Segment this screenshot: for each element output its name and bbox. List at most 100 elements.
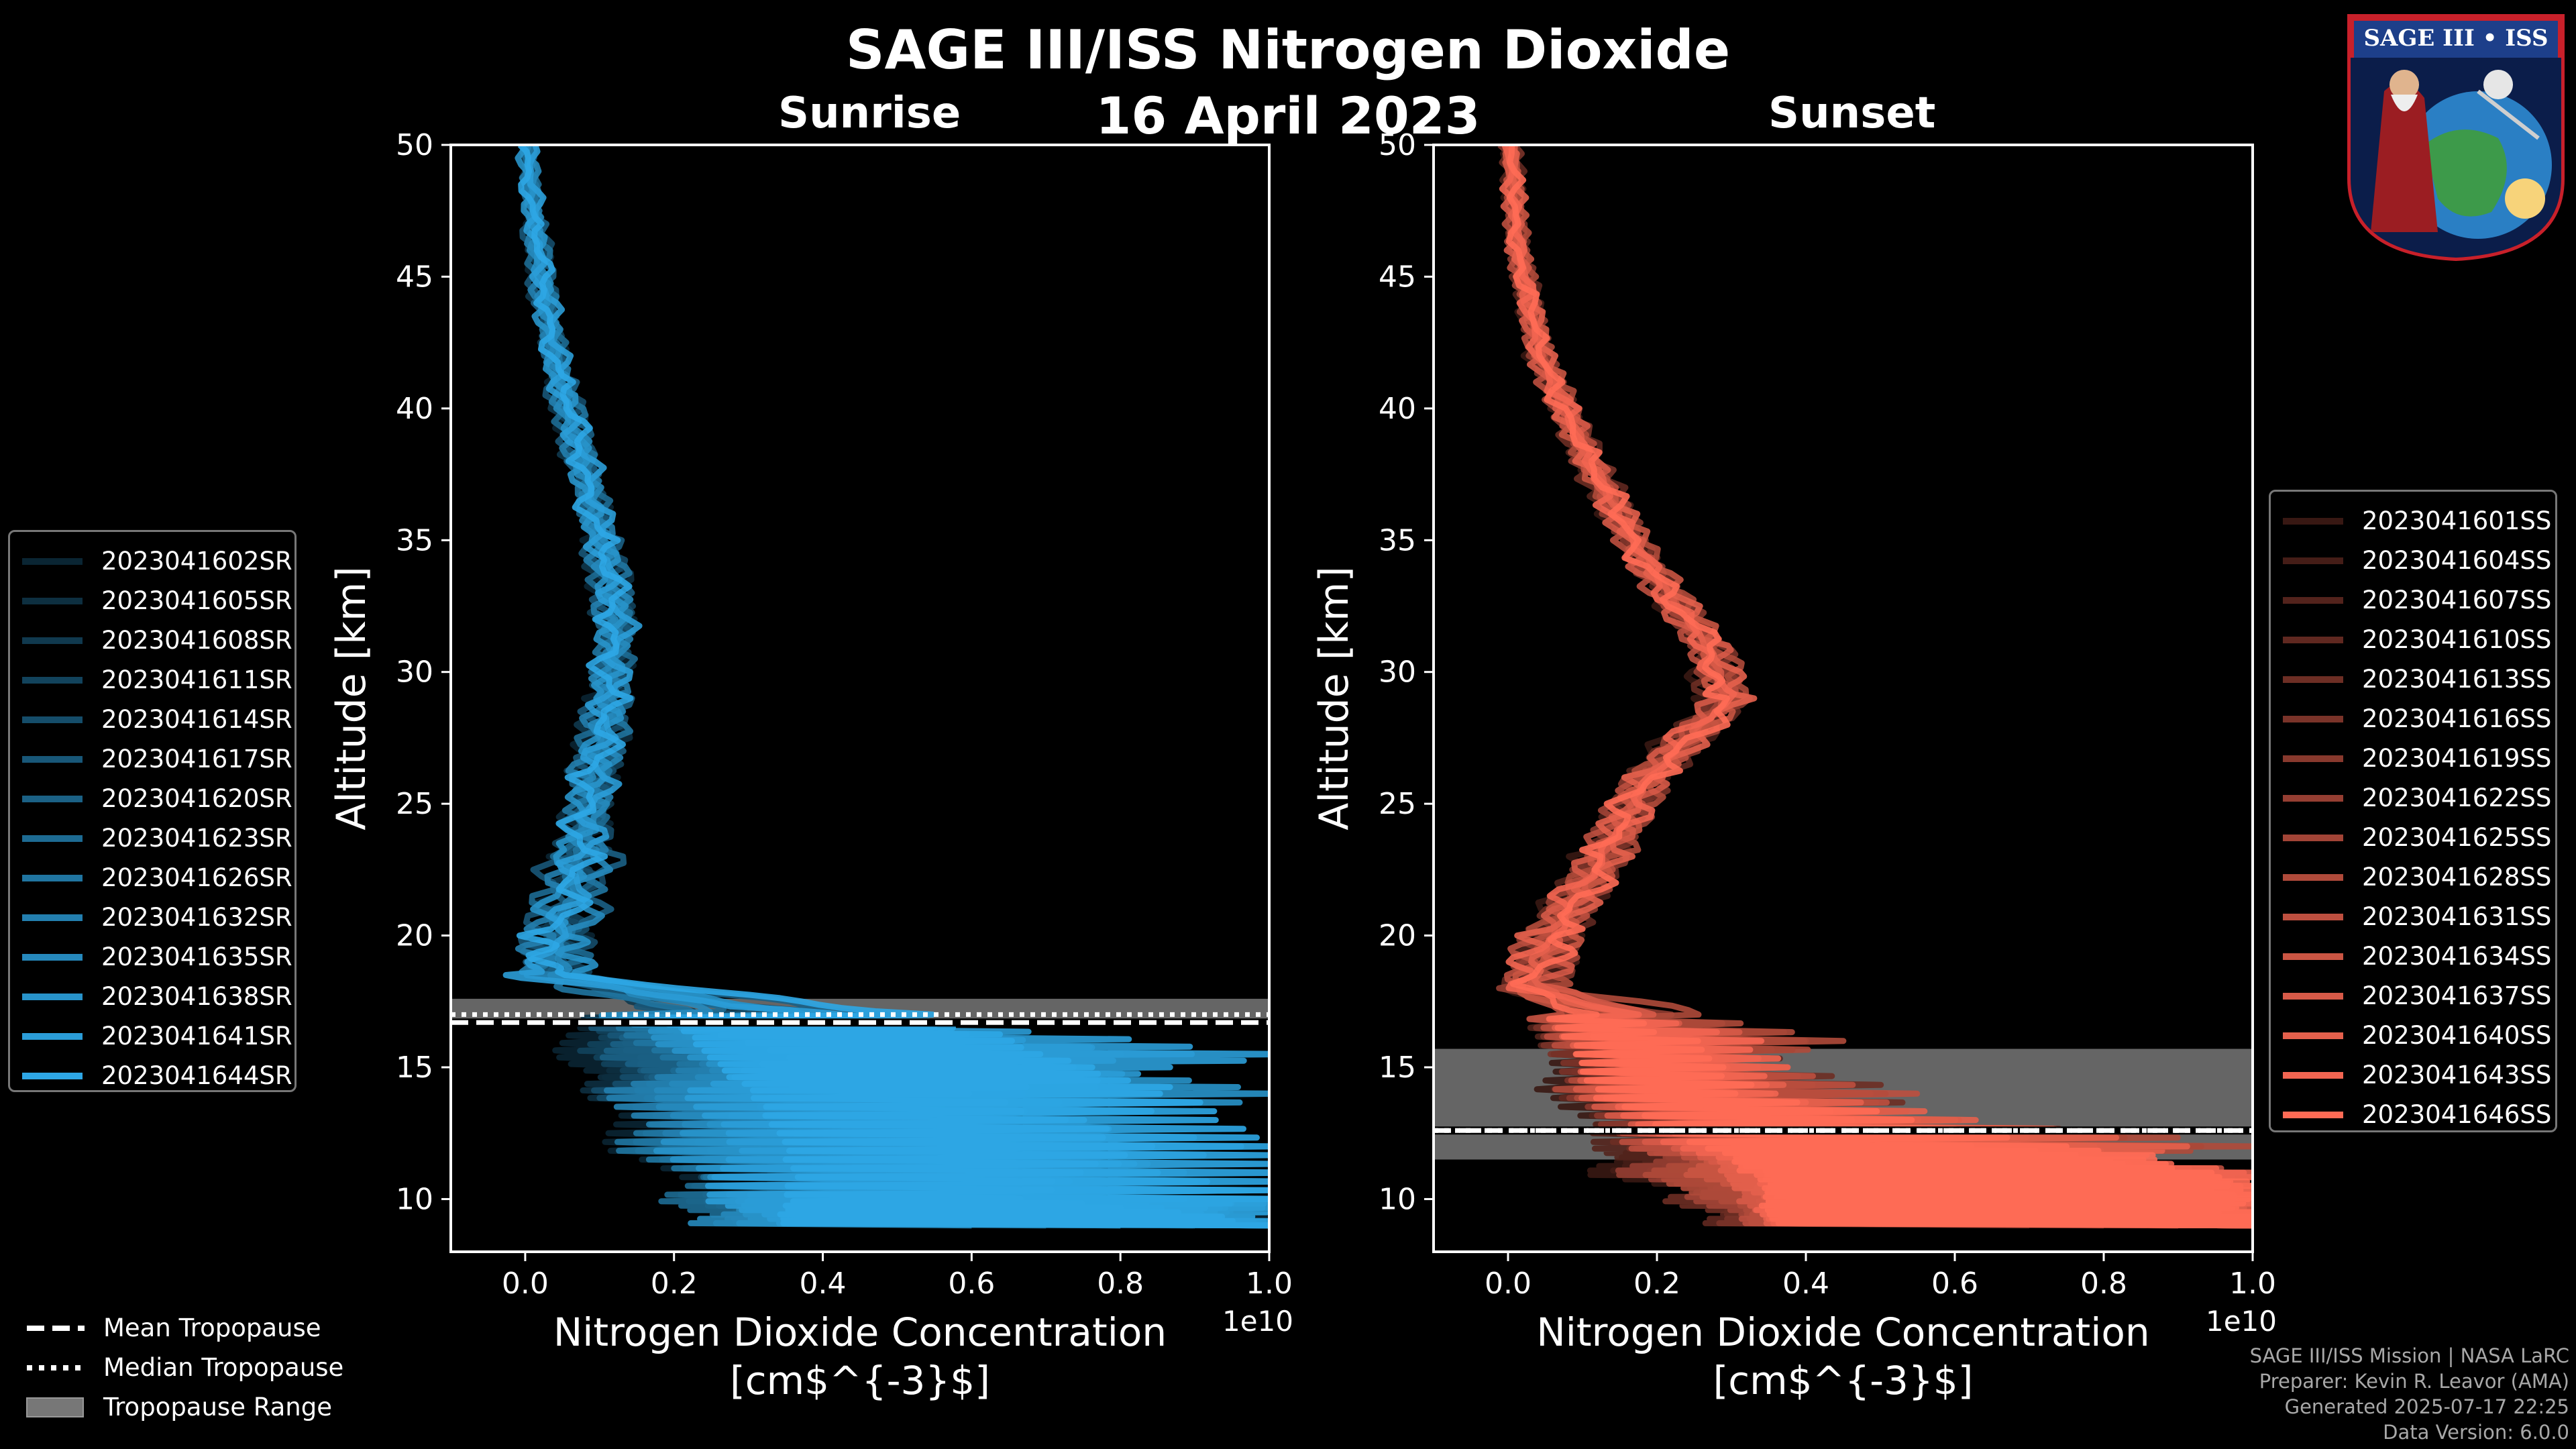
legend-item: 2023041646SS	[2271, 1095, 2551, 1134]
y-tick-label: 50	[1379, 128, 1416, 162]
legend-item: 2023041602SR	[10, 541, 292, 581]
legend-swatch	[2283, 517, 2343, 525]
legend-item: 2023041610SS	[2271, 620, 2551, 659]
legend-swatch	[2283, 676, 2343, 683]
profile-line-2023041646SS	[1505, 145, 2253, 1229]
legend-swatch	[2283, 1111, 2343, 1118]
legend-swatch	[2283, 715, 2343, 722]
y-tick-label: 30	[1379, 655, 1416, 690]
legend-label: 2023041634SS	[2362, 942, 2552, 971]
legend-label: 2023041635SR	[101, 943, 292, 971]
y-tick-label: 35	[396, 523, 433, 557]
legend-item: 2023041634SS	[2271, 936, 2551, 976]
y-tick-label: 10	[396, 1182, 433, 1216]
legend-label: 2023041604SS	[2362, 546, 2552, 575]
legend-swatch	[2283, 636, 2343, 643]
legend-item: 2023041622SS	[2271, 778, 2551, 818]
legend-swatch	[2283, 913, 2343, 920]
legend-swatch	[22, 755, 83, 763]
legend-item: 2023041626SR	[10, 858, 292, 898]
x-tick-label: 1.0	[1246, 1267, 1293, 1301]
x-tick-label: 0.6	[1931, 1267, 1978, 1301]
legend-item: 2023041601SS	[2271, 501, 2551, 541]
tropopause-legend: Mean Tropopause Median Tropopause Tropopau…	[20, 1308, 396, 1429]
y-tick-label: 40	[396, 392, 433, 426]
legend-item: 2023041611SR	[10, 660, 292, 700]
legend-item: 2023041619SS	[2271, 739, 2551, 778]
tropopause-legend-swatch	[26, 1397, 84, 1417]
legend-label: 2023041631SS	[2362, 902, 2552, 931]
sunrise-panel-title: Sunrise	[778, 89, 961, 138]
figure-title: SAGE III/ISS Nitrogen Dioxide	[845, 19, 1731, 81]
legend-swatch	[22, 597, 83, 604]
sunset-plot: 0.0 0.2 0.4 0.6 0.8 1.0 10 15 20 25 30 35 40 45 50 1e10…	[1311, 128, 2277, 1403]
legend-label: 2023041619SS	[2362, 744, 2552, 773]
legend-label: 2023041602SR	[101, 547, 292, 576]
footer-credits: SAGE III/ISS Mission | NASA LaRC Prepare…	[2250, 1343, 2569, 1445]
x-axis-unit: [cm$^{-3}$]	[730, 1358, 990, 1403]
legend-label: 2023041614SR	[101, 705, 292, 734]
y-tick-label: 25	[1379, 787, 1416, 821]
plot-frame	[449, 144, 1271, 1253]
y-tick-label: 30	[396, 655, 433, 690]
tropopause-legend-swatch	[27, 1364, 85, 1371]
legend-item: 2023041607SS	[2271, 580, 2551, 620]
legend-label: 2023041641SR	[101, 1022, 292, 1051]
legend-label: 2023041605SR	[101, 586, 292, 615]
x-tick-label: 0.0	[502, 1267, 549, 1301]
legend-item: 2023041631SS	[2271, 897, 2551, 936]
footer-version: Data Version: 6.0.0	[2383, 1421, 2569, 1444]
legend-item: 2023041640SS	[2271, 1016, 2551, 1055]
legend-label: 2023041632SR	[101, 903, 292, 932]
tropopause-legend-item-median: Median Tropopause	[20, 1348, 343, 1387]
tropopause-legend-swatch	[27, 1325, 85, 1331]
sunrise-legend: 2023041602SR 2023041605SR 2023041608SR 2023…	[8, 530, 297, 1092]
legend-item: 2023041625SS	[2271, 818, 2551, 857]
legend-item: 2023041617SR	[10, 739, 292, 779]
x-axis-unit: [cm$^{-3}$]	[1713, 1358, 1974, 1403]
tropopause-legend-label: Median Tropopause	[103, 1353, 344, 1382]
x-tick-label: 0.2	[1633, 1267, 1680, 1301]
y-tick-label: 15	[396, 1051, 433, 1085]
legend-label: 2023041601SS	[2362, 506, 2552, 535]
x-tick-label: 0.8	[2080, 1267, 2127, 1301]
tropopause-legend-item-range: Tropopause Range	[20, 1387, 332, 1427]
legend-item: 2023041632SR	[10, 898, 292, 937]
y-tick-label: 20	[396, 919, 433, 953]
x-axis-label: Nitrogen Dioxide Concentration	[553, 1309, 1167, 1355]
y-tick-label: 35	[1379, 523, 1416, 557]
legend-item: 2023041644SR	[10, 1056, 292, 1095]
legend-swatch	[2283, 953, 2343, 960]
sage-mission-logo: SAGE III • ISS	[2347, 14, 2565, 262]
legend-label: 2023041613SS	[2362, 665, 2552, 694]
legend-swatch	[2283, 557, 2343, 564]
legend-swatch	[2283, 992, 2343, 1000]
x-tick-label: 0.4	[1782, 1267, 1829, 1301]
legend-item: 2023041613SS	[2271, 659, 2551, 699]
x-axis-label: Nitrogen Dioxide Concentration	[1536, 1309, 2149, 1355]
y-axis-label: Altitude [km]	[328, 566, 375, 830]
legend-item: 2023041643SS	[2271, 1055, 2551, 1095]
legend-swatch	[22, 835, 83, 842]
legend-swatch	[22, 795, 83, 802]
logo-text: SAGE III • ISS	[2363, 25, 2548, 52]
x-tick-label: 0.4	[800, 1267, 847, 1301]
y-tick-label: 50	[396, 128, 433, 162]
legend-item: 2023041614SR	[10, 700, 292, 739]
legend-label: 2023041628SS	[2362, 863, 2552, 892]
legend-label: 2023041625SS	[2362, 823, 2552, 852]
y-tick-label: 15	[1379, 1051, 1416, 1085]
y-tick-label: 40	[1379, 392, 1416, 426]
y-tick-label: 20	[1379, 919, 1416, 953]
legend-item: 2023041638SR	[10, 977, 292, 1016]
profile-line-2023041644SR	[516, 145, 1269, 1229]
legend-item: 2023041641SR	[10, 1016, 292, 1056]
legend-swatch	[22, 874, 83, 881]
legend-swatch	[22, 637, 83, 644]
tropopause-legend-label: Mean Tropopause	[103, 1313, 321, 1342]
legend-item: 2023041628SS	[2271, 857, 2551, 897]
legend-label: 2023041626SR	[101, 863, 292, 892]
tropopause-legend-item-mean: Mean Tropopause	[20, 1308, 321, 1348]
legend-swatch	[22, 1072, 83, 1079]
legend-label: 2023041623SR	[101, 824, 292, 853]
